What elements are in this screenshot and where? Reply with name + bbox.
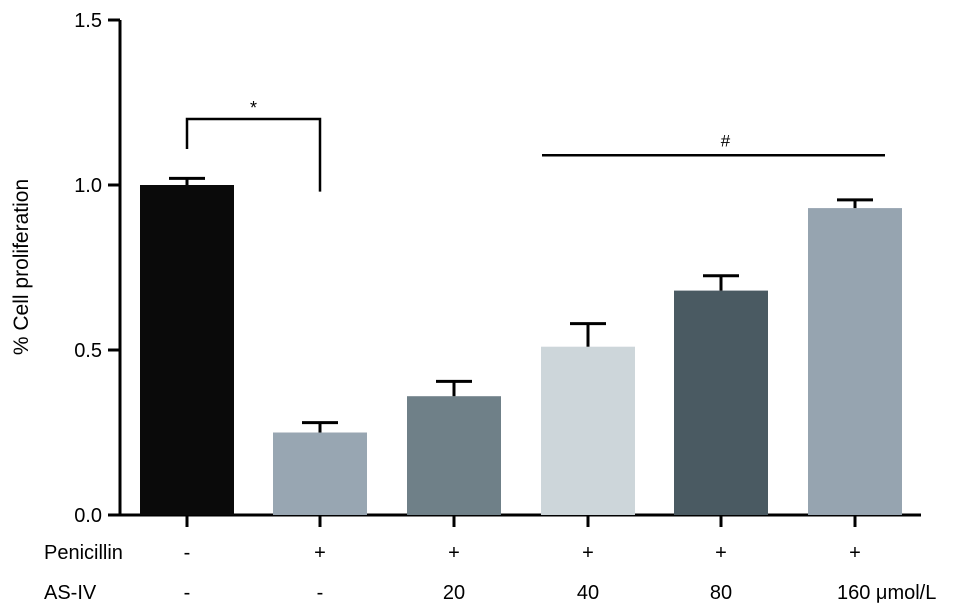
bar [674, 290, 768, 515]
chart-axes: 0.0 0.5 1.0 1.5 [74, 10, 921, 527]
condition-table: Penicillin - + + + + + AS-IV - - 20 40 80 160 μmol/L [44, 542, 936, 604]
bar [273, 432, 367, 515]
condition-value: + [582, 542, 594, 564]
significance-annotations: *# [185, 98, 885, 192]
y-tick-label: 1.0 [74, 175, 102, 197]
y-tick-label: 0.5 [74, 340, 102, 362]
condition-row-label: AS-IV [44, 582, 97, 604]
y-tick-label: 0.0 [74, 505, 102, 527]
bar [808, 208, 902, 515]
condition-value: + [448, 542, 460, 564]
condition-value: 80 [710, 582, 732, 604]
condition-value: + [314, 542, 326, 564]
bar [140, 185, 234, 515]
condition-value: - [184, 582, 191, 604]
condition-value: - [317, 582, 324, 604]
bar [407, 396, 501, 515]
condition-value: 160 μmol/L [837, 582, 936, 604]
y-axis-label: % Cell proliferation [10, 179, 33, 355]
condition-value: 40 [577, 582, 599, 604]
condition-value: + [715, 542, 727, 564]
significance-bracket [185, 117, 322, 192]
condition-value: 20 [443, 582, 465, 604]
condition-row-label: Penicillin [44, 542, 123, 564]
y-tick-label: 1.5 [74, 10, 102, 32]
condition-value: - [184, 542, 191, 564]
condition-value: + [849, 542, 861, 564]
bar-series [140, 176, 902, 515]
significance-label: * [250, 98, 257, 118]
significance-label: # [721, 131, 731, 150]
bar [541, 346, 635, 515]
